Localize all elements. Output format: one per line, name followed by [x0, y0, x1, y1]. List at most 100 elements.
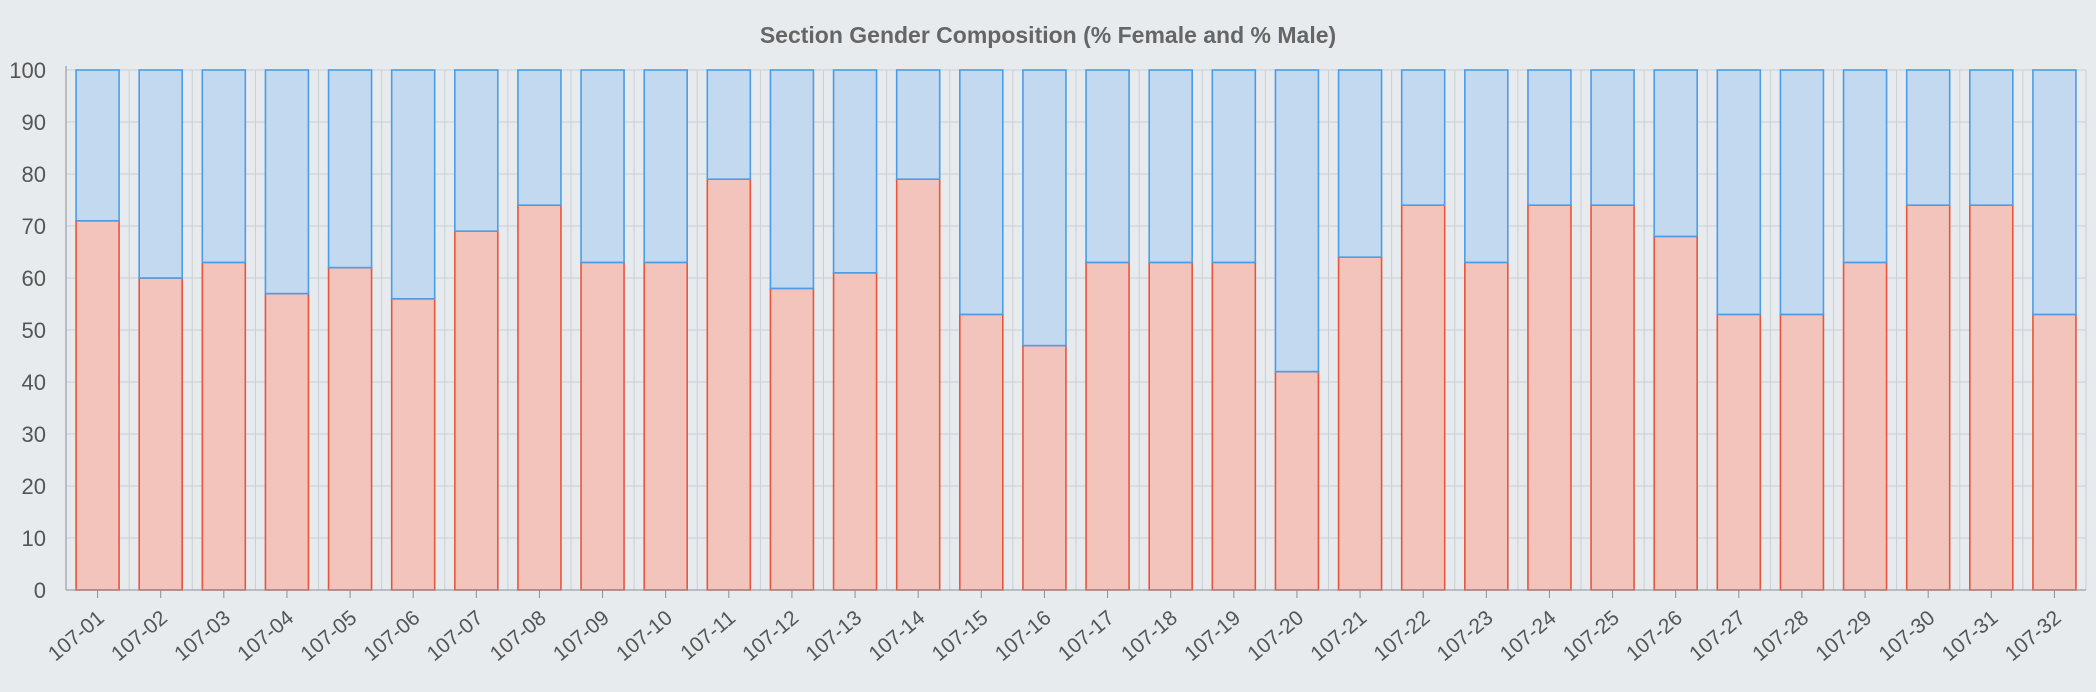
bar-female-107-22: [1400, 204, 1446, 591]
bar-male-107-27: [1716, 69, 1762, 316]
x-tick-label: 107-07: [423, 606, 488, 666]
x-tick-label: 107-10: [612, 606, 677, 666]
bar-female-107-06: [390, 297, 436, 591]
x-tick-label: 107-28: [1748, 606, 1813, 666]
bar-male-107-31: [1969, 69, 2014, 206]
x-tick-label: 107-01: [44, 606, 109, 666]
bar-female-107-18: [1148, 261, 1193, 591]
bar-male-107-07: [454, 69, 499, 232]
bar-male-107-12: [769, 69, 815, 290]
bar-female-107-08: [517, 204, 562, 591]
y-tick-label: 10: [22, 526, 46, 551]
bar-female-107-01: [75, 220, 120, 591]
bar-female-107-09: [580, 261, 625, 591]
bar-male-107-14: [895, 69, 941, 180]
x-axis: 107-01107-02107-03107-04107-05107-06107-…: [44, 589, 2086, 666]
bar-male-107-13: [832, 69, 878, 274]
bar-female-107-13: [832, 271, 878, 591]
bar-female-107-31: [1969, 204, 2014, 591]
bar-female-107-28: [1779, 313, 1825, 591]
x-tick-label: 107-08: [486, 606, 551, 666]
bar-male-107-16: [1022, 69, 1067, 347]
bar-male-107-11: [706, 69, 752, 180]
bar-male-107-03: [201, 69, 247, 264]
y-tick-label: 90: [22, 110, 46, 135]
x-tick-label: 107-02: [107, 606, 172, 666]
x-tick-label: 107-29: [1811, 606, 1876, 666]
bar-female-107-25: [1590, 204, 1635, 591]
x-tick-label: 107-19: [1180, 606, 1245, 666]
bar-male-107-21: [1337, 69, 1383, 258]
bar-female-107-19: [1211, 261, 1257, 591]
bar-female-107-32: [2032, 313, 2077, 591]
bar-female-107-11: [706, 178, 752, 591]
bar-female-107-03: [201, 261, 247, 591]
x-tick-label: 107-03: [170, 606, 235, 666]
x-tick-label: 107-05: [296, 606, 361, 666]
x-tick-label: 107-20: [1243, 606, 1308, 666]
bar-female-107-29: [1842, 261, 1888, 591]
x-tick-label: 107-26: [1622, 606, 1687, 666]
x-tick-label: 107-06: [360, 606, 425, 666]
x-tick-label: 107-21: [1306, 606, 1371, 666]
bar-female-107-12: [769, 287, 815, 591]
x-tick-label: 107-16: [991, 606, 1056, 666]
bar-male-107-23: [1464, 69, 1509, 264]
y-tick-label: 70: [22, 214, 46, 239]
bar-female-107-10: [643, 261, 688, 591]
bar-female-107-14: [895, 178, 941, 591]
bar-male-107-25: [1590, 69, 1635, 206]
x-tick-label: 107-17: [1054, 606, 1119, 666]
bar-female-107-30: [1905, 204, 1951, 591]
bar-female-107-23: [1464, 261, 1509, 591]
x-tick-label: 107-11: [676, 606, 740, 665]
y-tick-label: 80: [22, 162, 46, 187]
bar-male-107-29: [1842, 69, 1888, 264]
bar-female-107-26: [1653, 235, 1698, 591]
x-tick-label: 107-09: [549, 606, 614, 666]
bar-female-107-15: [959, 313, 1004, 591]
y-tick-label: 60: [22, 266, 46, 291]
y-tick-label: 50: [22, 318, 46, 343]
bar-male-107-26: [1653, 69, 1698, 238]
bar-female-107-02: [138, 277, 183, 591]
bar-female-107-21: [1337, 256, 1383, 591]
x-tick-label: 107-13: [801, 606, 866, 666]
x-tick-label: 107-18: [1117, 606, 1182, 666]
x-tick-label: 107-12: [738, 606, 803, 666]
bar-male-107-01: [75, 69, 120, 222]
bar-female-107-17: [1085, 261, 1130, 591]
bar-male-107-30: [1905, 69, 1951, 206]
y-tick-label: 30: [22, 422, 46, 447]
x-tick-label: 107-22: [1370, 606, 1435, 666]
bars: [75, 69, 2077, 591]
bar-female-107-16: [1022, 344, 1067, 591]
bar-male-107-18: [1148, 69, 1193, 264]
x-tick-label: 107-27: [1685, 606, 1750, 666]
x-tick-label: 107-04: [233, 606, 298, 666]
bar-male-107-32: [2032, 69, 2077, 316]
bar-male-107-20: [1274, 69, 1320, 373]
bar-male-107-04: [264, 69, 310, 295]
bar-male-107-08: [517, 69, 562, 206]
y-tick-label: 100: [9, 58, 46, 83]
bar-male-107-28: [1779, 69, 1825, 316]
bar-male-107-05: [327, 69, 373, 269]
bar-female-107-04: [264, 292, 310, 591]
bar-male-107-17: [1085, 69, 1130, 264]
bar-female-107-24: [1527, 204, 1572, 591]
bar-male-107-24: [1527, 69, 1572, 206]
bar-male-107-09: [580, 69, 625, 264]
x-tick-label: 107-25: [1559, 606, 1624, 666]
bar-female-107-27: [1716, 313, 1762, 591]
x-tick-label: 107-15: [928, 606, 993, 666]
bar-male-107-02: [138, 69, 183, 279]
bar-female-107-05: [327, 266, 373, 591]
bar-male-107-19: [1211, 69, 1257, 264]
y-tick-label: 20: [22, 474, 46, 499]
y-axis: 0 10 20 30 40 50 60 70 80 90 100: [9, 58, 67, 603]
bar-male-107-22: [1400, 69, 1446, 206]
x-tick-label: 107-31: [1938, 606, 2003, 666]
